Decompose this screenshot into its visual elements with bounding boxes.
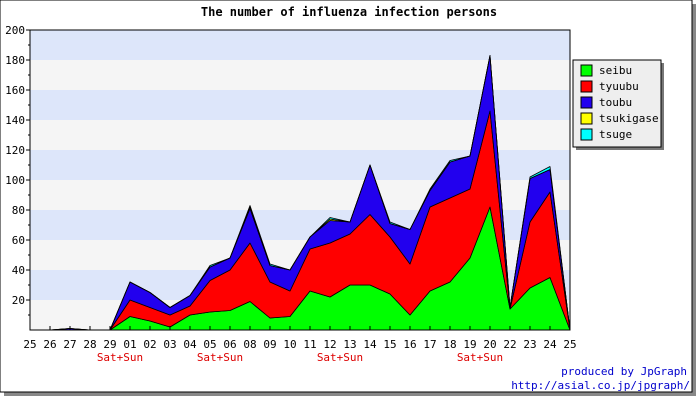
x-tick-label: 04 xyxy=(183,338,197,351)
y-tick-label: 20 xyxy=(12,294,25,307)
legend-label-toubu: toubu xyxy=(599,96,632,109)
legend-swatch-seibu xyxy=(580,64,593,77)
x-tick-label: 02 xyxy=(143,338,156,351)
credit-line-1: produced by JpGraph xyxy=(561,365,687,378)
x-tick-label: 16 xyxy=(403,338,416,351)
x-tick-label: 18 xyxy=(443,338,456,351)
y-tick-label: 100 xyxy=(5,174,25,187)
grid-band xyxy=(30,60,570,90)
x-tick-label: 09 xyxy=(263,338,276,351)
x-tick-label: 15 xyxy=(383,338,396,351)
weekend-label: Sat+Sun xyxy=(317,351,363,364)
legend-label-tsuge: tsuge xyxy=(599,128,632,141)
x-tick-label: 27 xyxy=(63,338,76,351)
legend-swatch-tsukigase xyxy=(580,112,593,125)
weekend-label: Sat+Sun xyxy=(97,351,143,364)
x-tick-label: 24 xyxy=(543,338,557,351)
y-tick-label: 120 xyxy=(5,144,25,157)
legend-label-tyuubu: tyuubu xyxy=(599,80,639,93)
x-tick-label: 13 xyxy=(343,338,356,351)
y-tick-label: 80 xyxy=(12,204,25,217)
legend-swatch-toubu xyxy=(580,96,593,109)
x-tick-label: 12 xyxy=(323,338,336,351)
x-tick-label: 19 xyxy=(463,338,476,351)
chart-title: The number of influenza infection person… xyxy=(201,5,497,19)
x-axis: 25 26 27 28 29 01 02 03 04 05 06 08 09 10 11 12 13 14 15 16… xyxy=(23,326,577,364)
credit-line-2: http://asial.co.jp/jpgraph/ xyxy=(511,379,690,392)
x-tick-label: 28 xyxy=(83,338,96,351)
x-tick-label: 25 xyxy=(23,338,36,351)
y-tick-label: 200 xyxy=(5,24,25,37)
legend: seibu tyuubu toubu tsukigase tsuge xyxy=(572,59,664,150)
weekend-label: Sat+Sun xyxy=(197,351,243,364)
y-tick-label: 160 xyxy=(5,84,25,97)
x-tick-label: 06 xyxy=(223,338,236,351)
legend-swatch-tsuge xyxy=(580,128,593,141)
weekend-label: Sat+Sun xyxy=(457,351,503,364)
y-tick-label: 140 xyxy=(5,114,25,127)
x-tick-label: 14 xyxy=(363,338,377,351)
x-tick-label: 08 xyxy=(243,338,256,351)
x-tick-label: 29 xyxy=(103,338,116,351)
x-tick-label: 25 xyxy=(563,338,576,351)
x-tick-label: 01 xyxy=(123,338,136,351)
x-tick-label: 10 xyxy=(283,338,296,351)
y-tick-label: 180 xyxy=(5,54,25,67)
x-tick-label: 26 xyxy=(43,338,56,351)
x-tick-label: 05 xyxy=(203,338,216,351)
x-tick-label: 03 xyxy=(163,338,176,351)
y-tick-label: 60 xyxy=(12,234,25,247)
x-tick-label: 22 xyxy=(503,338,516,351)
legend-swatch-tyuubu xyxy=(580,80,593,93)
x-tick-label: 11 xyxy=(303,338,316,351)
legend-label-tsukigase: tsukigase xyxy=(599,112,659,125)
x-tick-label: 20 xyxy=(483,338,496,351)
y-tick-label: 40 xyxy=(12,264,25,277)
grid-band xyxy=(30,30,570,60)
y-axis: 20 40 60 80 100 120 140 160 180 200 xyxy=(5,24,30,316)
x-tick-label: 17 xyxy=(423,338,436,351)
legend-label-seibu: seibu xyxy=(599,64,632,77)
x-tick-label: 23 xyxy=(523,338,536,351)
